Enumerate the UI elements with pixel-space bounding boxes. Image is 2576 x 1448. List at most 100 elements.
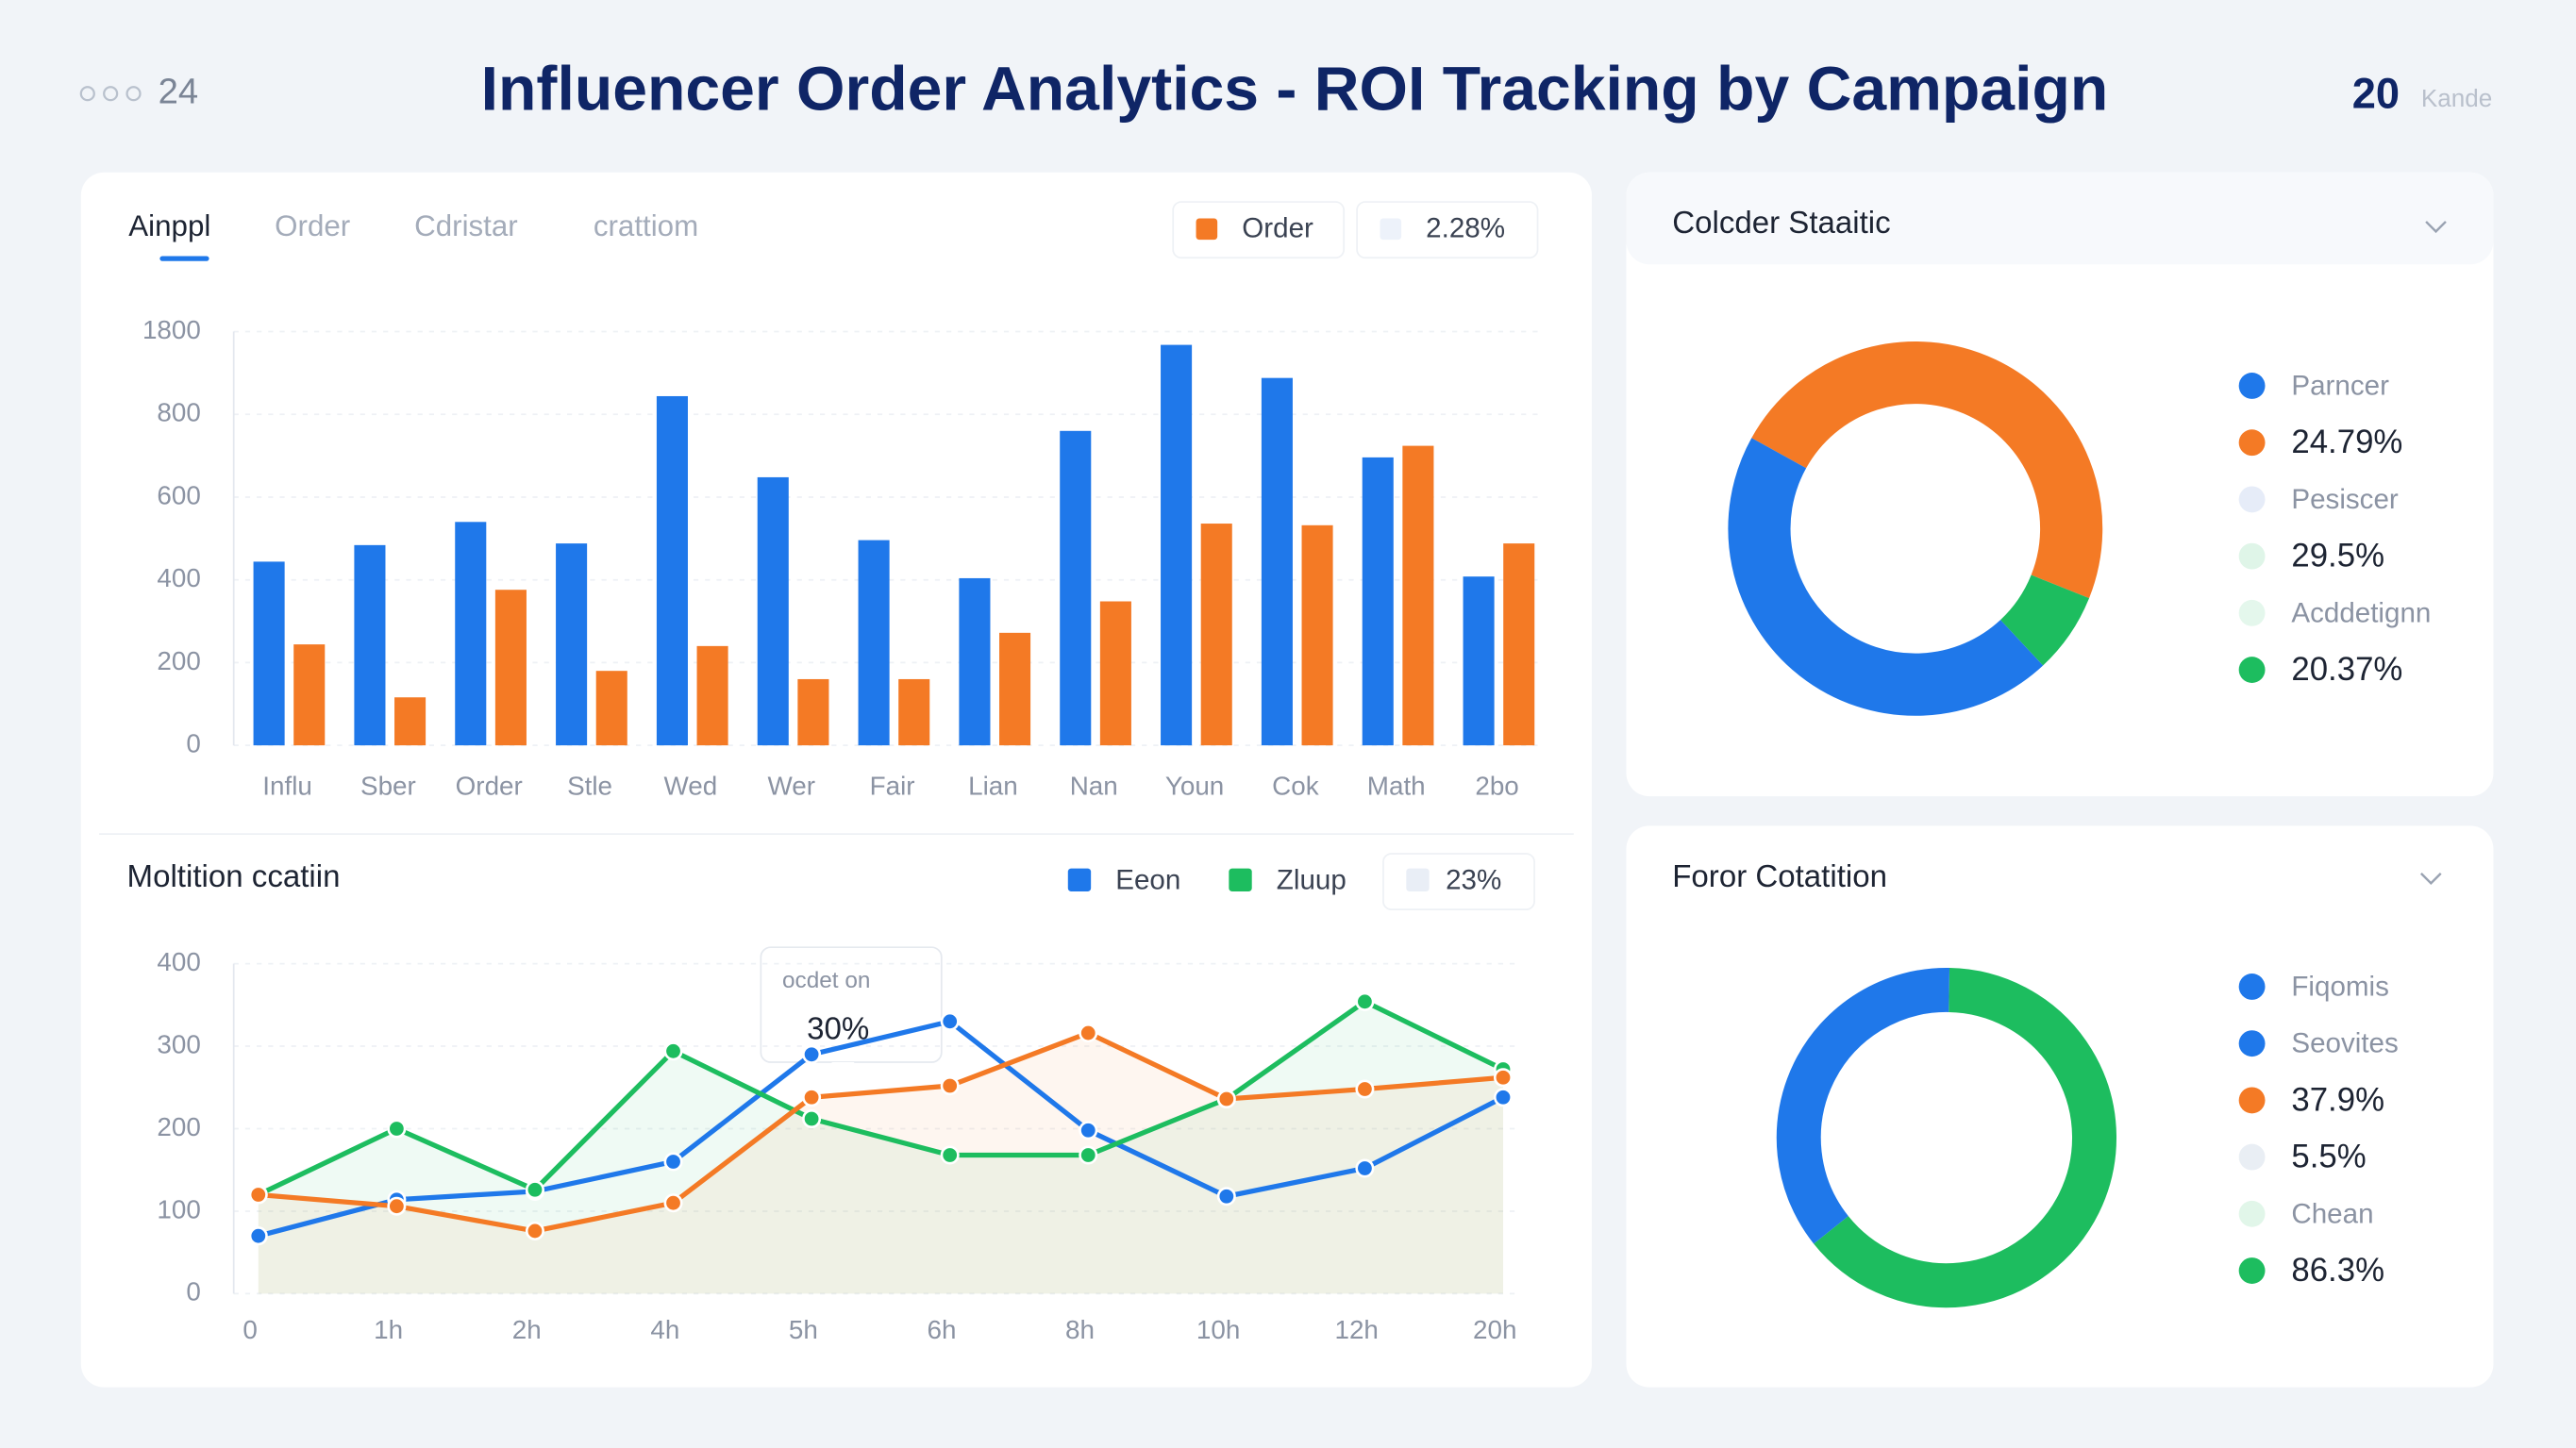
legend-label: Zluup bbox=[1277, 864, 1347, 895]
right-badge: 20 bbox=[2352, 70, 2400, 118]
y-tick-label: 600 bbox=[157, 480, 200, 509]
y-tick-label: 300 bbox=[157, 1029, 200, 1058]
point bbox=[1079, 1121, 1098, 1140]
x-tick-label: Lian bbox=[968, 772, 1018, 801]
point bbox=[802, 1108, 822, 1129]
donut-panel-header bbox=[1626, 172, 2494, 265]
point bbox=[1216, 1187, 1236, 1207]
x-tick-label: Youn bbox=[1165, 772, 1224, 801]
x-tick-label: 4h bbox=[650, 1315, 679, 1344]
point bbox=[940, 1145, 960, 1165]
legend-swatch bbox=[2238, 1143, 2266, 1171]
point bbox=[940, 1011, 960, 1031]
legend-label: Order bbox=[1242, 212, 1313, 243]
legend-swatch bbox=[2238, 542, 2266, 570]
point bbox=[663, 1193, 683, 1213]
left-panel bbox=[80, 172, 1592, 1388]
donut-slice bbox=[1728, 438, 2044, 716]
donut-slice bbox=[1776, 967, 1950, 1244]
area bbox=[258, 1001, 1503, 1294]
point bbox=[1493, 1088, 1513, 1107]
page-title: Influencer Order Analytics - ROI Trackin… bbox=[481, 55, 2109, 125]
y-tick-label: 0 bbox=[186, 728, 200, 757]
legend-label: Parncer bbox=[2291, 371, 2389, 402]
point bbox=[940, 1076, 960, 1096]
point bbox=[387, 1119, 407, 1139]
donut-slice bbox=[1999, 574, 2090, 666]
tab[interactable]: Cdristar bbox=[414, 209, 518, 242]
bar bbox=[394, 697, 427, 746]
tab[interactable]: crattiom bbox=[594, 209, 698, 242]
legend-label: 86.3% bbox=[2291, 1252, 2384, 1289]
legend-label: 24.79% bbox=[2291, 424, 2402, 460]
x-tick-label: Math bbox=[1367, 772, 1426, 801]
x-tick-label: Nan bbox=[1070, 772, 1118, 801]
legend-label: Chean bbox=[2291, 1198, 2373, 1229]
x-tick-label: Wer bbox=[767, 772, 815, 801]
x-tick-label: 0 bbox=[243, 1315, 257, 1344]
legend-swatch bbox=[2238, 1200, 2266, 1227]
legend-swatch bbox=[1380, 218, 1402, 241]
legend-swatch bbox=[2238, 486, 2266, 513]
y-tick-label: 800 bbox=[157, 398, 200, 427]
legend-swatch bbox=[2238, 599, 2266, 626]
x-tick-label: Stle bbox=[567, 772, 612, 801]
x-tick-label: Order bbox=[456, 772, 523, 801]
x-tick-label: 6h bbox=[927, 1315, 956, 1344]
y-tick-label: 1800 bbox=[142, 315, 201, 344]
legend-label: 20.37% bbox=[2291, 651, 2402, 688]
legend-swatch bbox=[2238, 974, 2266, 1000]
bar bbox=[656, 395, 688, 746]
legend-swatch bbox=[2238, 373, 2266, 399]
legend-label: 23% bbox=[1446, 864, 1501, 895]
point bbox=[1079, 1024, 1098, 1043]
line bbox=[258, 1030, 1504, 1234]
legend-swatch bbox=[2238, 1087, 2266, 1114]
y-tick-label: 0 bbox=[186, 1277, 200, 1307]
tab[interactable]: Ainppl bbox=[128, 209, 210, 242]
bar bbox=[1503, 543, 1535, 746]
legend-label: Pesiscer bbox=[2291, 484, 2399, 515]
bar bbox=[797, 678, 829, 746]
x-tick-label: Influ bbox=[262, 772, 312, 801]
bar bbox=[1099, 601, 1131, 746]
legend-swatch bbox=[2238, 429, 2266, 457]
bar bbox=[696, 645, 728, 746]
donut-slice bbox=[1751, 341, 2103, 599]
bar bbox=[1463, 576, 1495, 746]
x-tick-label: 2h bbox=[512, 1315, 542, 1344]
legend-label: Fiqomis bbox=[2291, 972, 2389, 1003]
x-tick-label: 8h bbox=[1065, 1315, 1095, 1344]
bar bbox=[757, 476, 789, 746]
tab-underline bbox=[159, 256, 209, 261]
bar bbox=[1060, 430, 1092, 746]
bar bbox=[455, 522, 487, 746]
legend-label: 29.5% bbox=[2291, 538, 2384, 574]
tab[interactable]: Order bbox=[275, 209, 350, 242]
bar bbox=[494, 590, 527, 746]
chevron[interactable] bbox=[2419, 873, 2442, 886]
panel-title: Foror Cotatition bbox=[1672, 859, 1887, 894]
point bbox=[1355, 1079, 1375, 1099]
bar bbox=[1301, 524, 1333, 746]
bar bbox=[556, 543, 588, 746]
legend-swatch bbox=[1067, 868, 1092, 892]
legend-box bbox=[1356, 201, 1539, 259]
y-tick-label: 100 bbox=[157, 1194, 200, 1223]
left-badge: 24 bbox=[159, 71, 199, 111]
legend-box bbox=[1172, 201, 1346, 259]
panel-title: Moltition ccatiin bbox=[127, 859, 341, 894]
y-tick-label: 200 bbox=[157, 646, 200, 675]
x-tick-label: 12h bbox=[1334, 1315, 1378, 1344]
header-icon bbox=[79, 86, 142, 102]
bar bbox=[293, 644, 326, 746]
point bbox=[802, 1088, 822, 1107]
legend-swatch bbox=[1196, 218, 1218, 241]
legend-box bbox=[1382, 853, 1535, 911]
right-note: Kande bbox=[2421, 84, 2492, 112]
point bbox=[1355, 1158, 1375, 1178]
point bbox=[525, 1221, 544, 1240]
chevron[interactable] bbox=[2425, 221, 2447, 234]
